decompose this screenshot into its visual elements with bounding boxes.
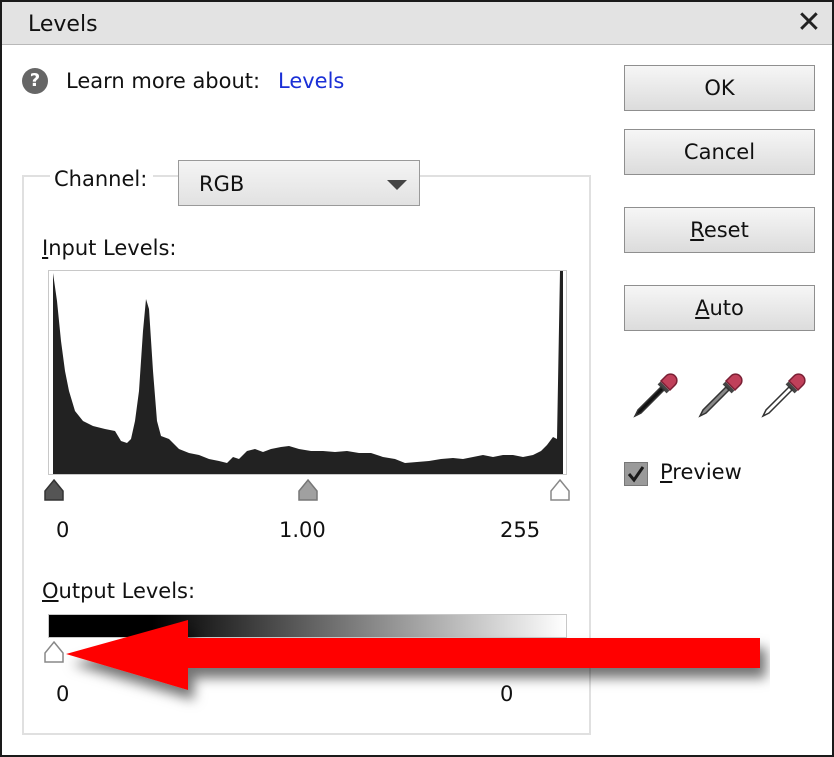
output-gradient-bar — [48, 614, 567, 638]
input-gamma-slider[interactable] — [296, 478, 320, 502]
output-black-value[interactable]: 0 — [56, 682, 70, 706]
learn-more-text: Learn more about: — [66, 69, 261, 93]
white-eyedropper-icon[interactable] — [758, 372, 808, 418]
channel-dropdown[interactable]: RGB — [178, 160, 420, 206]
ok-button[interactable]: OK — [624, 65, 815, 111]
input-white-value[interactable]: 255 — [500, 518, 541, 542]
dialog-title: Levels — [28, 12, 98, 37]
output-levels-label: Output Levels: — [42, 579, 196, 603]
auto-button[interactable]: Auto — [624, 285, 815, 331]
black-eyedropper-icon[interactable] — [630, 372, 680, 418]
histogram — [48, 270, 567, 475]
levels-help-link[interactable]: Levels — [278, 69, 345, 93]
gray-eyedropper-icon[interactable] — [695, 372, 745, 418]
input-levels-label: Input Levels: — [42, 236, 177, 260]
input-gamma-value[interactable]: 1.00 — [279, 518, 326, 542]
histogram-graph — [53, 271, 563, 474]
input-black-slider[interactable] — [42, 478, 66, 502]
output-black-slider[interactable] — [42, 640, 66, 664]
preview-label[interactable]: Preview — [660, 460, 742, 484]
checkmark-icon — [627, 466, 645, 483]
channel-value: RGB — [199, 172, 245, 196]
input-white-slider[interactable] — [548, 478, 572, 502]
input-black-value[interactable]: 0 — [56, 518, 70, 542]
cancel-button[interactable]: Cancel — [624, 129, 815, 175]
channel-label: Channel: — [50, 167, 154, 191]
title-bar: Levels ✕ — [2, 2, 832, 45]
reset-button[interactable]: Reset — [624, 207, 815, 253]
output-white-value[interactable]: 0 — [500, 682, 514, 706]
chevron-down-icon — [387, 180, 407, 190]
close-icon[interactable]: ✕ — [796, 5, 822, 40]
help-icon[interactable]: ? — [22, 68, 48, 94]
preview-checkbox[interactable] — [624, 462, 648, 486]
